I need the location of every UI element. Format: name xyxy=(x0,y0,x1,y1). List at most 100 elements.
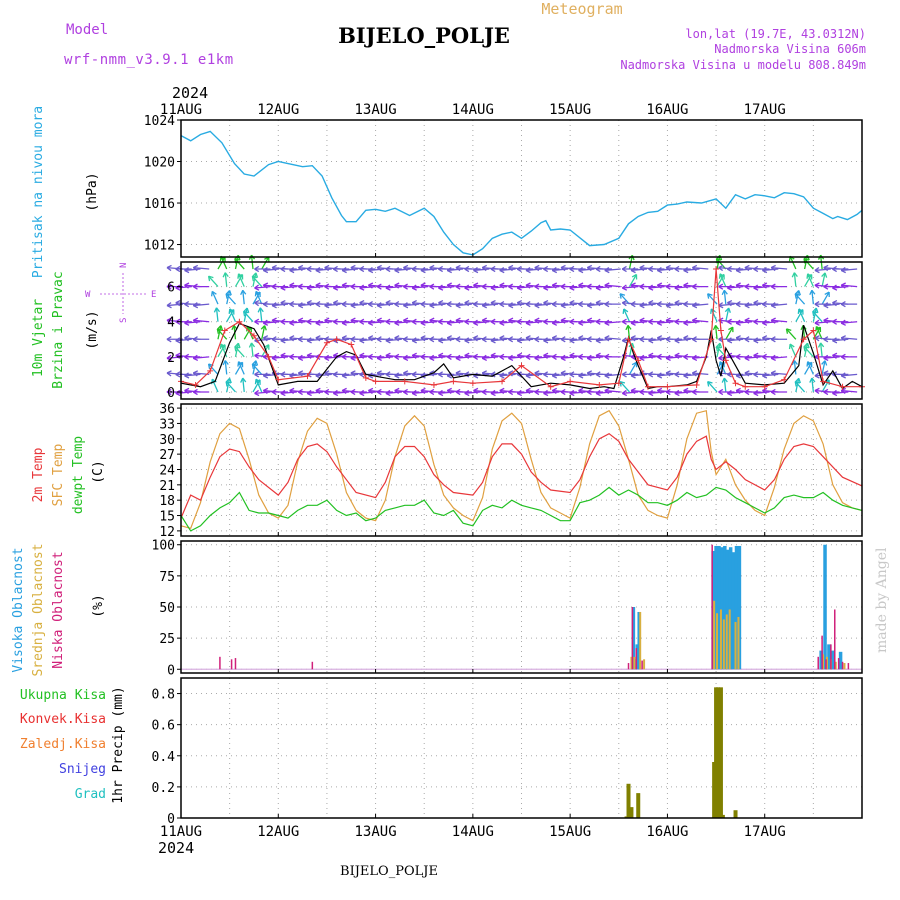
wind-arrow-head xyxy=(619,380,626,384)
wind-arrow xyxy=(814,335,831,342)
wind-arrow-shaft xyxy=(368,321,385,324)
wind-arrow-head xyxy=(727,299,733,304)
wind-arrow-head xyxy=(237,273,240,279)
wind-arrow-head xyxy=(718,273,721,279)
wind-arrow-head xyxy=(716,257,722,261)
cloud-high-bar xyxy=(731,552,736,670)
wind-arrow-head xyxy=(455,302,461,307)
wind-arrow-shaft xyxy=(807,361,814,375)
wind-arrow-head xyxy=(508,304,514,309)
wind-arrow xyxy=(735,387,753,395)
wind-arrow-shaft xyxy=(832,285,849,289)
wind-arrow xyxy=(297,283,315,290)
wind-arrow-shaft xyxy=(243,307,248,322)
wind-arrow-head xyxy=(224,360,229,365)
wind-arrow-head xyxy=(586,319,592,324)
wind-arrow-head xyxy=(770,319,776,324)
wind-arrow-head xyxy=(420,284,426,289)
wind-arrow-head xyxy=(809,289,813,296)
wind-arrow-head xyxy=(753,354,759,359)
wind-arrow-head xyxy=(525,303,531,308)
wind-arrow-shaft xyxy=(298,356,315,359)
wind-arrow xyxy=(499,319,516,326)
wind-arrow xyxy=(569,318,586,325)
wind-arrow-head xyxy=(254,389,259,394)
wind-arrow-head xyxy=(350,304,356,309)
wind-arrow-head xyxy=(298,304,304,309)
wind-arrow-shaft xyxy=(631,321,648,324)
wind-arrow-head xyxy=(718,267,724,272)
wind-arrow-head xyxy=(648,340,654,344)
wind-arrow-head xyxy=(543,318,549,323)
wind-arrow-head xyxy=(586,317,593,321)
wind-arrow-head xyxy=(753,318,759,323)
wind-arrow-head xyxy=(595,287,601,291)
wind-arrow-head xyxy=(744,338,750,343)
y-tick-label: 2 xyxy=(167,351,175,366)
wind-arrow-head xyxy=(595,371,601,375)
wind-arrow-shaft xyxy=(692,319,709,323)
wind-arrow xyxy=(814,301,831,308)
y-tick-label: 0.6 xyxy=(152,719,175,734)
wind-arrow xyxy=(534,336,551,343)
wind-arrow xyxy=(821,272,828,287)
wind-arrow-head xyxy=(490,287,496,291)
wind-arrow-head xyxy=(691,372,697,377)
wind-arrow-head xyxy=(712,325,717,331)
wind-arrow-head xyxy=(289,322,295,326)
wind-arrow-head xyxy=(525,266,531,271)
y-tick-label: 0.2 xyxy=(152,781,175,796)
wind-arrow-head xyxy=(735,353,741,358)
wind-arrow xyxy=(289,301,306,308)
wind-arrow xyxy=(211,378,219,393)
wind-arrow-head xyxy=(289,303,295,308)
wind-arrow-head xyxy=(350,283,356,288)
wind-arrow-head xyxy=(225,380,232,384)
wind-arrow xyxy=(297,354,315,362)
wind-arrow-head xyxy=(823,304,829,309)
wind-arrow-head xyxy=(824,272,828,278)
wind-arrow-head xyxy=(726,302,732,307)
wind-arrow-shaft xyxy=(692,303,709,307)
wind-arrow xyxy=(832,352,849,359)
wind-arrow-head xyxy=(719,273,725,278)
wind-arrow-head xyxy=(257,307,261,313)
wind-arrow-head xyxy=(639,286,645,290)
wind-arrow-head xyxy=(665,338,671,343)
wind-arrow-head xyxy=(297,388,303,393)
wind-arrow-head xyxy=(560,336,566,340)
wind-arrow-head xyxy=(631,342,635,349)
gust-marker xyxy=(518,362,525,369)
wind-arrow-head xyxy=(332,354,338,359)
wind-arrow xyxy=(560,336,577,343)
wind-arrow xyxy=(726,299,744,307)
wind-arrow-shaft xyxy=(490,285,507,289)
wind-arrow-head xyxy=(341,353,347,358)
wind-arrow-shaft xyxy=(587,356,604,359)
wind-arrow-shaft xyxy=(234,258,245,270)
wind-arrow-head xyxy=(619,381,622,387)
wind-arrow xyxy=(604,266,621,274)
wind-arrow-head xyxy=(809,377,813,383)
wind-arrow-head xyxy=(516,340,523,344)
wind-arrow-head xyxy=(184,337,189,342)
wind-arrow-head xyxy=(586,283,592,288)
wind-arrow-head xyxy=(271,317,277,321)
wind-arrow xyxy=(648,352,665,359)
y-tick-label: 15 xyxy=(159,510,175,525)
wind-arrow-field xyxy=(166,254,858,397)
x-tick-label-bottom: 12AUG xyxy=(257,824,299,840)
wind-arrow-head xyxy=(560,302,566,307)
wind-arrow-head xyxy=(551,337,557,342)
wind-arrow xyxy=(394,387,411,395)
wind-arrow-head xyxy=(420,303,426,308)
wind-arrow-head xyxy=(569,299,575,304)
cloud-mid-bar xyxy=(725,614,728,670)
wind-arrow xyxy=(823,388,840,396)
wind-arrow-head xyxy=(683,322,689,326)
wind-arrow-shaft xyxy=(666,303,683,307)
wind-arrow-shaft xyxy=(184,321,201,324)
wind-arrow-head xyxy=(403,391,408,396)
wind-arrow-shaft xyxy=(342,321,359,324)
wind-arrow xyxy=(718,388,735,396)
